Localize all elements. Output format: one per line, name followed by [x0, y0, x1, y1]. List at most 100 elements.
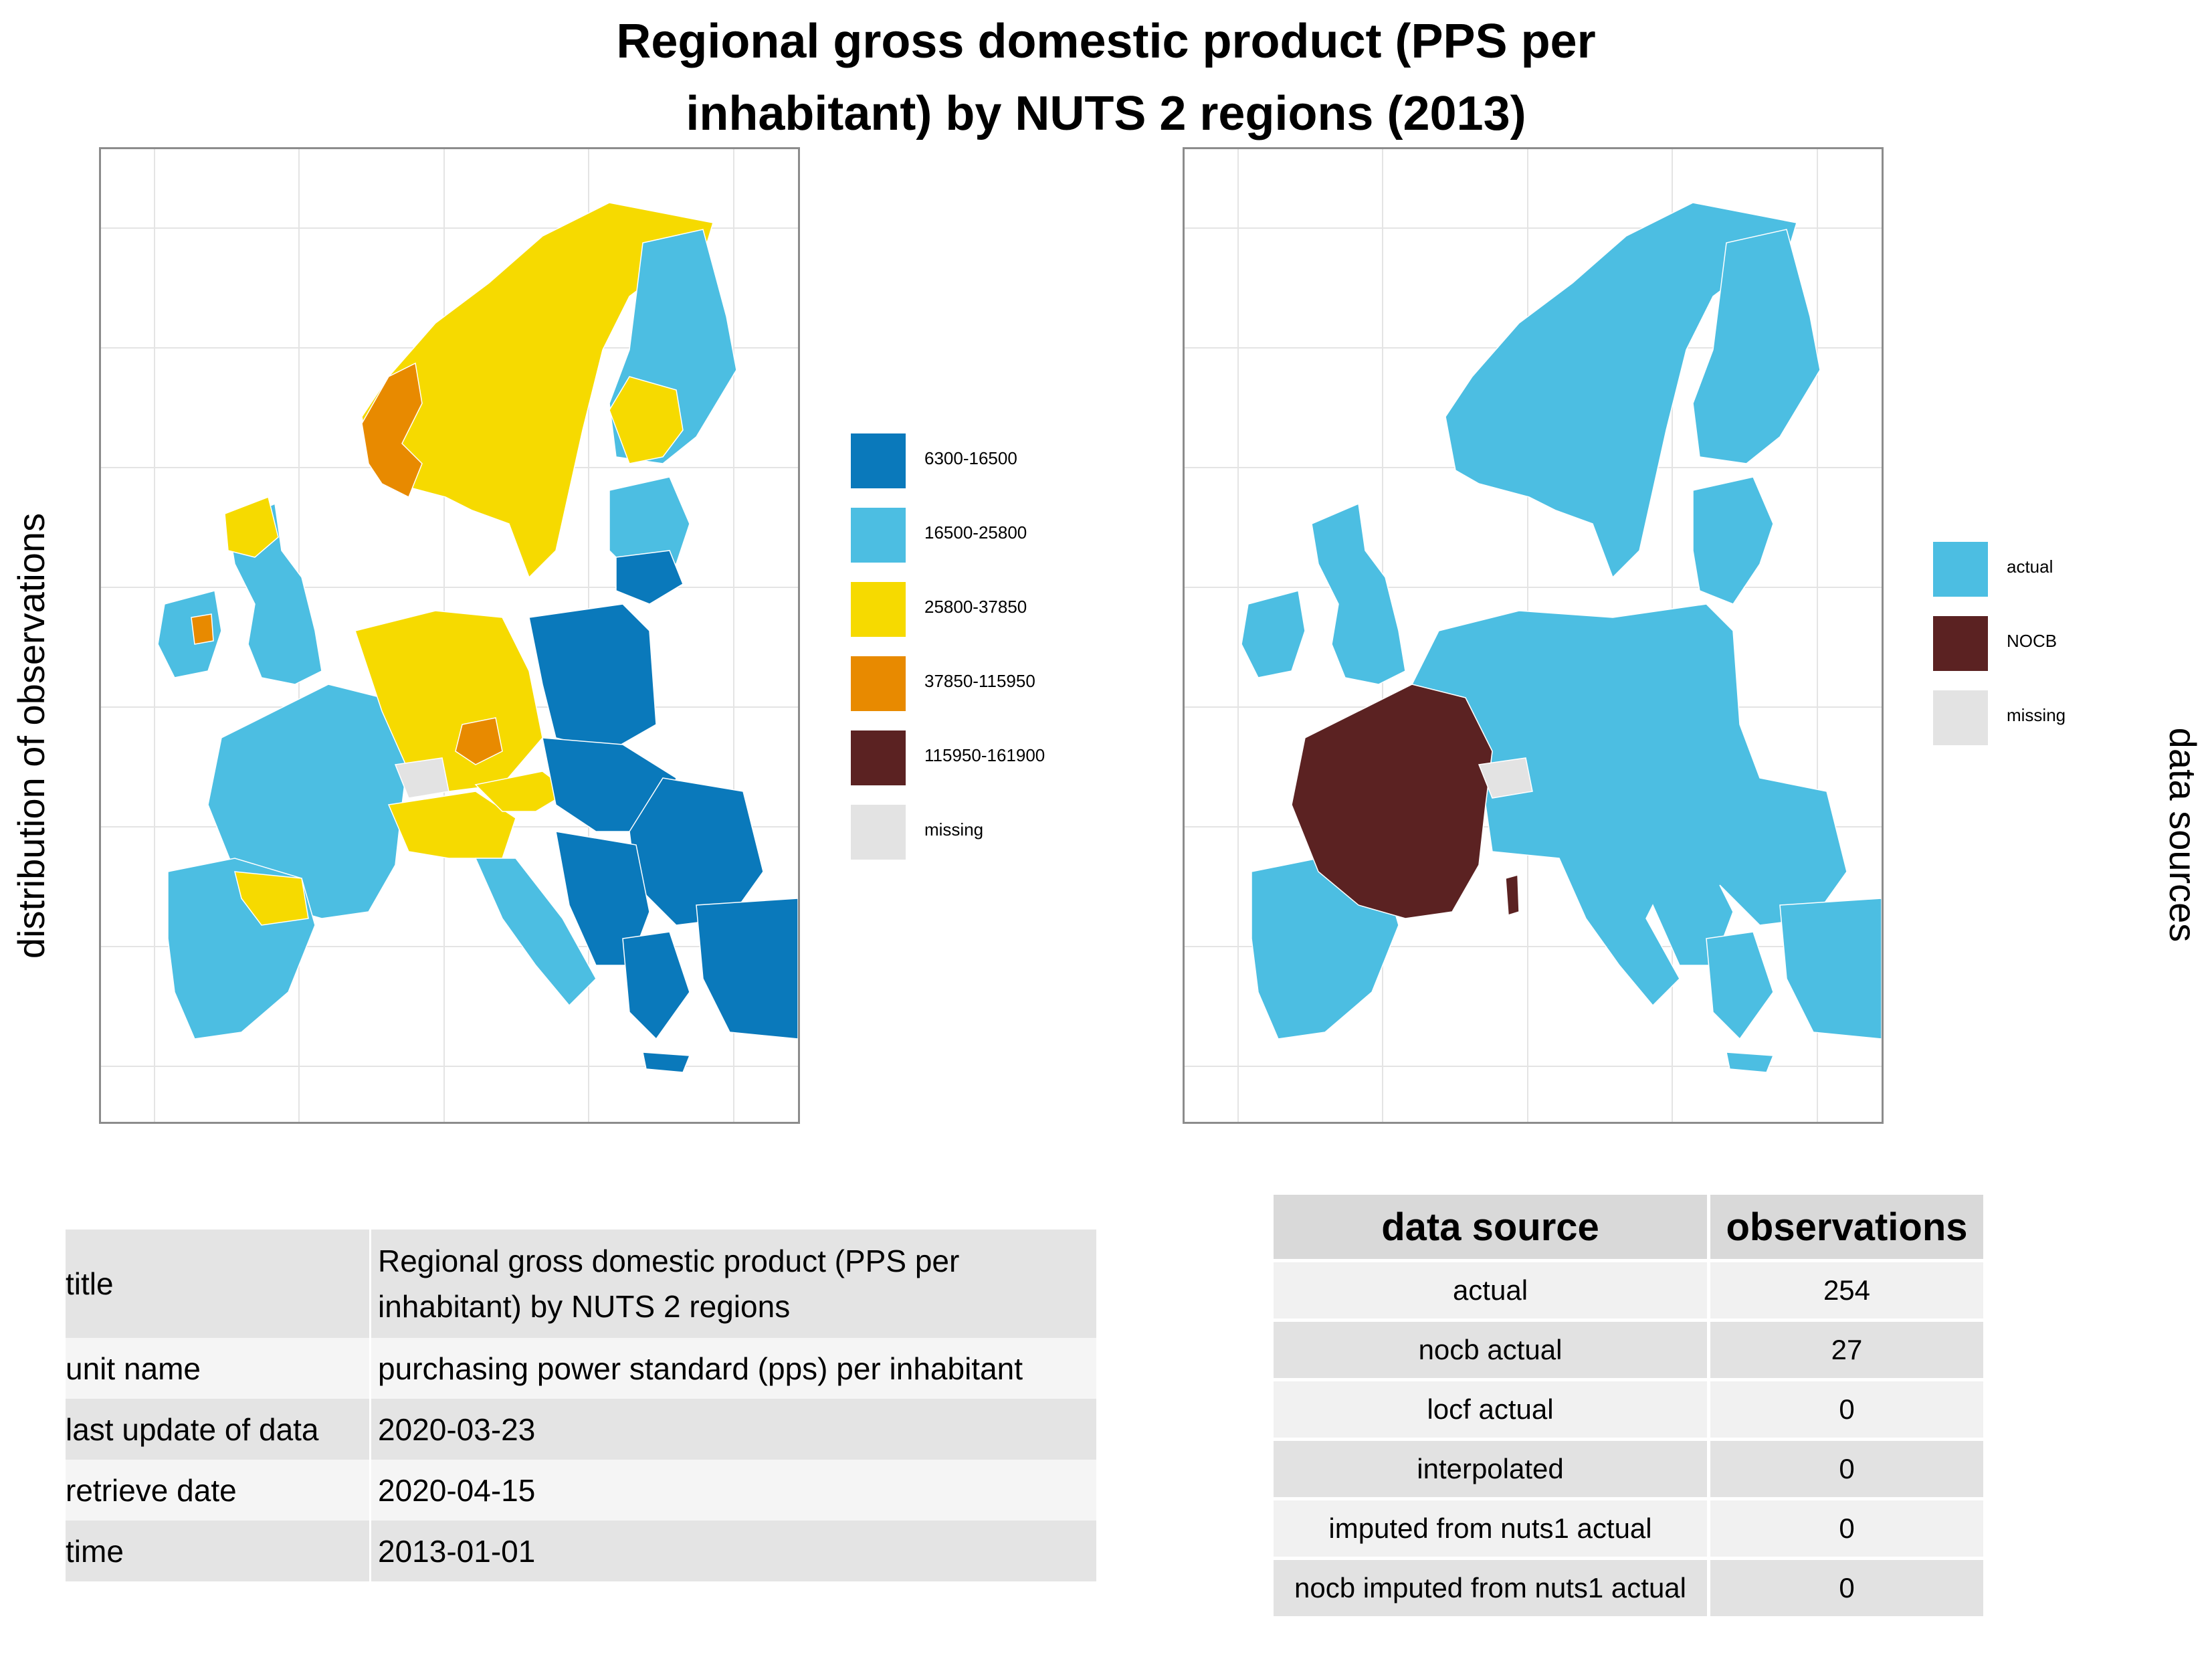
legend-swatch: [851, 730, 906, 785]
region-france: [1291, 684, 1493, 919]
region-ireland: [1241, 590, 1306, 678]
title-line-1: Regional gross domestic product (PPS per: [616, 15, 1596, 68]
left-axis-label: distribution of observations: [10, 512, 52, 959]
region-switzerland-missing: [394, 757, 449, 799]
region-baltics: [1692, 476, 1774, 605]
metadata-value: 2020-03-23: [370, 1399, 1096, 1460]
legend-swatch: [851, 508, 906, 563]
table-row: interpolated 0: [1274, 1439, 1983, 1500]
legend-item: 6300-16500: [851, 433, 1185, 488]
metadata-key: title: [66, 1230, 371, 1338]
legend-swatch: [851, 656, 906, 711]
region-turkey: [696, 898, 798, 1040]
data-source-table: data source observations actual 254 nocb…: [1274, 1195, 1983, 1620]
region-uk: [1311, 502, 1406, 685]
legend-item: actual: [1933, 542, 2212, 597]
metadata-row: time 2013-01-01: [66, 1521, 1096, 1581]
table-row: nocb imputed from nuts1 actual 0: [1274, 1558, 1983, 1620]
legend-swatch: [851, 433, 906, 488]
region-italy-south: [474, 858, 597, 1007]
region-greece: [1706, 931, 1774, 1040]
legend-item: NOCB: [1933, 616, 2212, 671]
legend-label: 6300-16500: [924, 448, 1017, 468]
region-corsica: [1505, 874, 1520, 916]
region-switzerland-missing: [1478, 757, 1533, 799]
source-cell: imputed from nuts1 actual: [1274, 1498, 1710, 1560]
gdp-map: [101, 149, 798, 1122]
region-finland-south: [609, 376, 684, 464]
metadata-value: Regional gross domestic product (PPS per…: [370, 1230, 1096, 1338]
region-turkey: [1779, 898, 1882, 1040]
title-line-2: inhabitant) by NUTS 2 regions (2013): [686, 87, 1526, 140]
legend-label: 37850-115950: [924, 671, 1035, 691]
metadata-value: 2013-01-01: [370, 1521, 1096, 1581]
column-header: observations: [1708, 1195, 1983, 1262]
legend-swatch: [1933, 542, 1988, 597]
table-row: imputed from nuts1 actual 0: [1274, 1498, 1983, 1560]
region-austria: [474, 771, 571, 812]
observations-cell: 0: [1708, 1439, 1983, 1500]
map-regions: [1241, 202, 1882, 1073]
observations-cell: 0: [1708, 1558, 1983, 1620]
region-cyprus: [1726, 1052, 1775, 1073]
metadata-table: title Regional gross domestic product (P…: [66, 1230, 1096, 1581]
region-norway-west: [361, 362, 423, 498]
legend-swatch: [851, 805, 906, 860]
region-scotland: [224, 496, 279, 558]
region-poland: [528, 603, 657, 752]
legend-item: missing: [1933, 690, 2212, 745]
map-regions: [157, 202, 798, 1073]
region-cyprus: [642, 1052, 691, 1073]
table-header-row: data source observations: [1274, 1195, 1983, 1262]
region-lithuania: [615, 550, 684, 605]
legend-label: 16500-25800: [924, 522, 1027, 543]
chart-title: Regional gross domestic product (PPS per…: [0, 5, 2212, 150]
gdp-map-panel: [99, 147, 800, 1124]
legend-item: 25800-37850: [851, 582, 1185, 637]
metadata-value: purchasing power standard (pps) per inha…: [370, 1338, 1096, 1399]
observations-cell: 0: [1708, 1379, 1983, 1441]
legend-item: missing: [851, 805, 1185, 860]
source-cell: nocb actual: [1274, 1320, 1710, 1381]
legend-item: 115950-161900: [851, 730, 1185, 785]
region-ireland-dublin: [191, 613, 214, 645]
region-ireland: [157, 590, 222, 678]
region-spain-northeast: [234, 871, 309, 926]
table-row: nocb actual 27: [1274, 1320, 1983, 1381]
metadata-key: retrieve date: [66, 1460, 371, 1521]
observations-cell: 0: [1708, 1498, 1983, 1560]
legend-label: 25800-37850: [924, 597, 1027, 617]
legend-swatch: [851, 582, 906, 637]
metadata-row: title Regional gross domestic product (P…: [66, 1230, 1096, 1338]
source-map-panel: [1183, 147, 1884, 1124]
observations-cell: 27: [1708, 1320, 1983, 1381]
legend-item: 37850-115950: [851, 656, 1185, 711]
region-finland: [1692, 229, 1821, 464]
metadata-key: last update of data: [66, 1399, 371, 1460]
region-germany-hubs: [455, 717, 503, 765]
source-cell: locf actual: [1274, 1379, 1710, 1441]
legend-label: actual: [2007, 557, 2053, 577]
metadata-row: retrieve date 2020-04-15: [66, 1460, 1096, 1521]
source-cell: interpolated: [1274, 1439, 1710, 1500]
legend-swatch: [1933, 690, 1988, 745]
legend-item: 16500-25800: [851, 508, 1185, 563]
metadata-key: unit name: [66, 1338, 371, 1399]
right-axis-label: data sources: [2162, 727, 2204, 943]
legend-label: 115950-161900: [924, 745, 1045, 765]
observations-cell: 254: [1708, 1260, 1983, 1322]
legend-label: missing: [924, 819, 984, 840]
source-cell: nocb imputed from nuts1 actual: [1274, 1558, 1710, 1620]
legend-swatch: [1933, 616, 1988, 671]
legend-label: missing: [2007, 705, 2066, 725]
legend-label: NOCB: [2007, 631, 2057, 651]
region-greece: [622, 931, 690, 1040]
metadata-key: time: [66, 1521, 371, 1581]
metadata-row: last update of data 2020-03-23: [66, 1399, 1096, 1460]
source-map: [1185, 149, 1882, 1122]
metadata-value: 2020-04-15: [370, 1460, 1096, 1521]
source-cell: actual: [1274, 1260, 1710, 1322]
table-row: actual 254: [1274, 1260, 1983, 1322]
table-row: locf actual 0: [1274, 1379, 1983, 1441]
metadata-row: unit name purchasing power standard (pps…: [66, 1338, 1096, 1399]
